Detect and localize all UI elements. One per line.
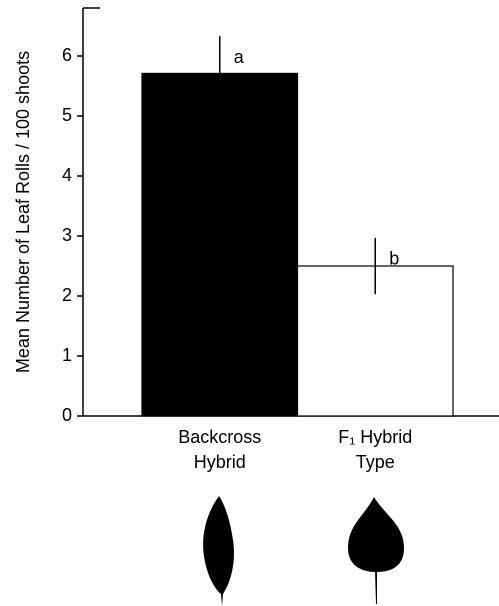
y-tick-label: 1 xyxy=(62,345,72,365)
x-tick-label: Hybrid xyxy=(194,452,246,472)
x-tick-label: Type xyxy=(356,452,395,472)
y-tick-label: 3 xyxy=(62,225,72,245)
leaf-icon xyxy=(203,496,234,606)
leaf-icon xyxy=(348,497,404,604)
y-tick-label: 6 xyxy=(62,45,72,65)
y-tick-label: 4 xyxy=(62,165,72,185)
y-axis-label: Mean Number of Leaf Rolls / 100 shoots xyxy=(13,51,33,373)
y-tick-label: 5 xyxy=(62,105,72,125)
y-tick-label: 0 xyxy=(62,405,72,425)
bar xyxy=(141,72,299,417)
significance-label: a xyxy=(234,47,245,67)
x-tick-label: Backcross xyxy=(178,427,261,447)
y-tick-label: 2 xyxy=(62,285,72,305)
significance-label: b xyxy=(389,249,399,269)
x-tick-label: F₁ Hybrid xyxy=(338,427,412,447)
